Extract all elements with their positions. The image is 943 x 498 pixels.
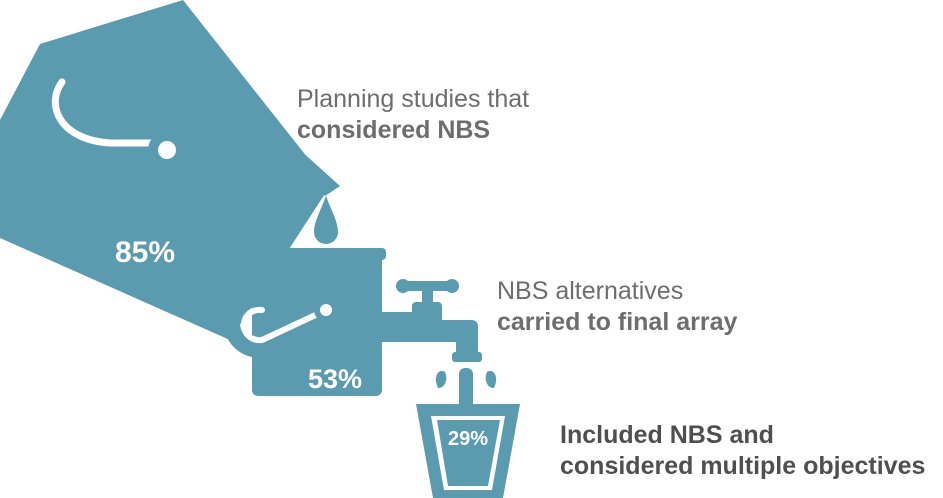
- large-bucket-icon: [0, 0, 340, 340]
- step-3-label-line2: considered multiple objectives: [560, 452, 926, 480]
- step-2-label: NBS alternatives carried to final array: [497, 276, 737, 338]
- step-3-label-line1: Included NBS and: [560, 421, 774, 449]
- step-1-label-line1: Planning studies that: [297, 85, 530, 113]
- step-3-label: Included NBS and considered multiple obj…: [560, 420, 925, 482]
- small-bucket-icon: [224, 248, 386, 396]
- step-1-label: Planning studies that considered NBS: [297, 84, 529, 146]
- step-2-label-line1: NBS alternatives: [497, 277, 684, 305]
- step-3-percent: 29%: [448, 428, 488, 450]
- step-1-percent: 85%: [115, 236, 175, 269]
- glass-icon: [416, 404, 520, 498]
- faucet-icon: [378, 279, 482, 362]
- step-2-label-line2: carried to final array: [497, 308, 738, 336]
- step-2-percent: 53%: [308, 364, 362, 394]
- step-1-label-line2: considered NBS: [297, 116, 491, 144]
- water-drop-icon: [314, 196, 338, 244]
